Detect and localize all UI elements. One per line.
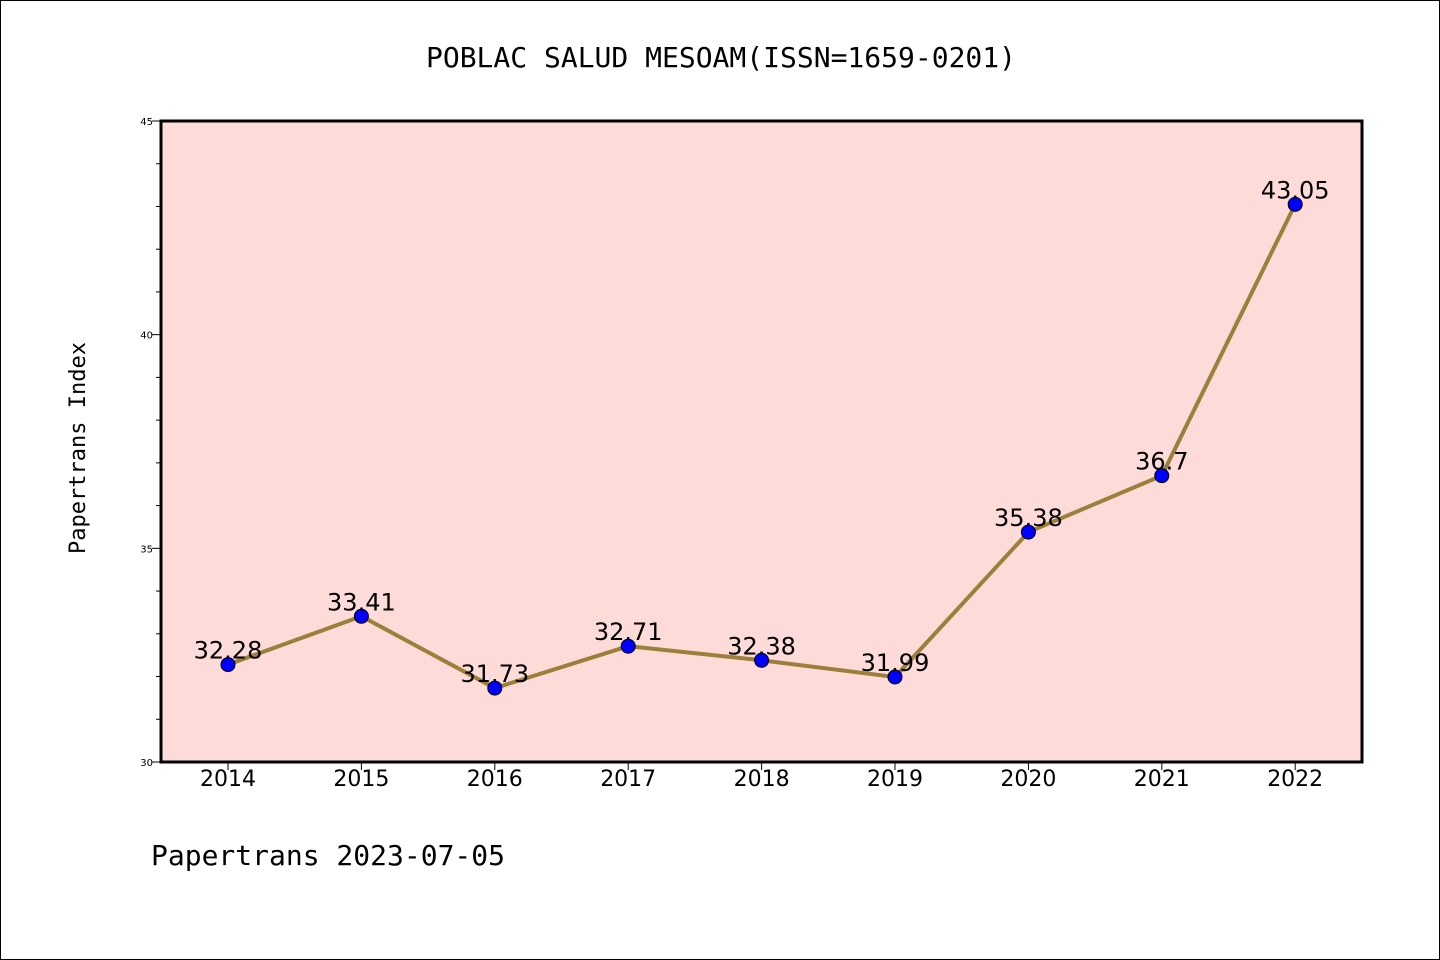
data-label: 35.38 — [994, 504, 1063, 532]
data-point — [1154, 468, 1170, 484]
x-tick-label: 2019 — [867, 767, 923, 792]
y-axis: 30 35 40 45 — [140, 117, 161, 769]
data-label: 32.71 — [594, 618, 663, 646]
data-point — [1287, 196, 1303, 212]
x-tick-label: 2022 — [1267, 767, 1323, 792]
y-tick-label: 30 — [140, 758, 153, 769]
data-label: 31.73 — [460, 660, 529, 688]
x-tick-label: 2017 — [600, 767, 656, 792]
data-point — [353, 608, 369, 624]
x-tick-label: 2016 — [467, 767, 523, 792]
data-point — [487, 680, 503, 696]
y-tick-label: 40 — [140, 331, 153, 342]
data-label: 43.05 — [1261, 176, 1330, 204]
x-tick-label: 2018 — [734, 767, 790, 792]
data-label: 32.38 — [727, 632, 796, 660]
data-label: 33.41 — [327, 588, 396, 616]
data-label: 36.7 — [1135, 448, 1188, 476]
data-point — [887, 669, 903, 685]
y-axis-label: Papertrans Index — [66, 342, 91, 554]
data-point — [220, 657, 236, 673]
x-axis: 2014 2015 2016 2017 2018 2019 2020 2021 2022 — [200, 762, 1323, 792]
data-point — [620, 638, 636, 654]
data-labels: 32.28 33.41 31.73 32.71 32.38 31.99 35.38 36.7 4… — [194, 176, 1330, 688]
data-label: 32.28 — [194, 637, 263, 665]
x-tick-label: 2020 — [1000, 767, 1056, 792]
data-point — [754, 652, 770, 668]
x-tick-label: 2014 — [200, 767, 256, 792]
footer-text: Papertrans 2023-07-05 — [151, 839, 505, 872]
data-points — [220, 196, 1303, 696]
x-tick-label: 2015 — [333, 767, 389, 792]
y-tick-label: 35 — [140, 544, 153, 555]
chart-title: POBLAC SALUD MESOAM(ISSN=1659-0201) — [426, 41, 1016, 74]
x-tick-label: 2021 — [1134, 767, 1190, 792]
data-point — [1020, 524, 1036, 540]
y-tick-label: 45 — [140, 117, 153, 128]
data-label: 31.99 — [861, 649, 930, 677]
